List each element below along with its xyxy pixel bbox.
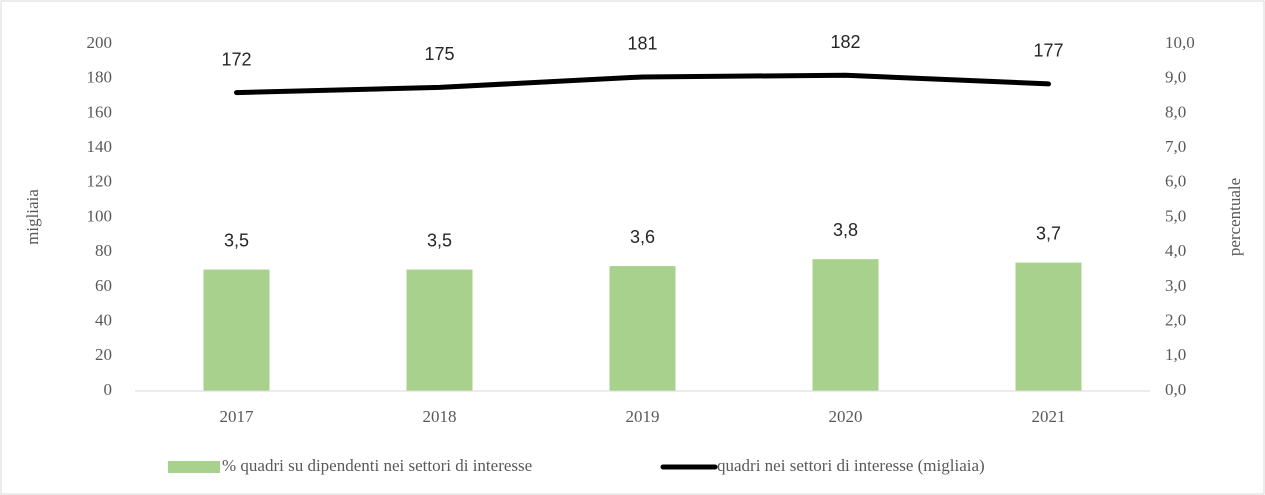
data-label: 172 (221, 49, 251, 69)
bar (406, 269, 473, 391)
y-tick-label: 140 (87, 137, 113, 156)
bar (812, 259, 879, 391)
y-tick-label: 80 (95, 241, 112, 260)
y2-tick-label: 7,0 (1165, 137, 1186, 156)
data-label: 182 (830, 32, 860, 52)
y2-tick-label: 9,0 (1165, 68, 1186, 87)
y-tick-label: 60 (95, 276, 112, 295)
y-tick-label: 20 (95, 345, 112, 364)
y-tick-label: 100 (87, 206, 113, 225)
y2-tick-label: 0,0 (1165, 380, 1186, 399)
data-label: 175 (424, 44, 454, 64)
x-tick-label: 2018 (423, 407, 457, 426)
data-label: 3,7 (1036, 223, 1061, 243)
data-label: 177 (1033, 41, 1063, 61)
data-label: 181 (627, 34, 657, 54)
y-tick-label: 120 (87, 172, 113, 191)
data-label: 3,5 (224, 230, 249, 250)
y2-tick-label: 1,0 (1165, 345, 1186, 364)
y2-tick-label: 3,0 (1165, 276, 1186, 295)
y2-tick-label: 5,0 (1165, 206, 1186, 225)
bar (609, 266, 676, 391)
y-tick-label: 160 (87, 102, 113, 121)
y2-axis-label: percentuale (1225, 178, 1244, 256)
y2-tick-label: 6,0 (1165, 172, 1186, 191)
legend-label: quadri nei settori di interesse (migliai… (717, 456, 985, 475)
y2-tick-label: 2,0 (1165, 311, 1186, 330)
bar (203, 269, 270, 391)
data-label: 3,5 (427, 230, 452, 250)
y2-tick-label: 8,0 (1165, 102, 1186, 121)
y-tick-label: 180 (87, 68, 113, 87)
y-axis-label: migliaia (23, 189, 42, 245)
x-tick-label: 2020 (829, 407, 863, 426)
y-tick-label: 0 (104, 380, 113, 399)
x-tick-label: 2019 (626, 407, 660, 426)
x-tick-label: 2021 (1032, 407, 1066, 426)
data-label: 3,6 (630, 227, 655, 247)
y-tick-label: 40 (95, 311, 112, 330)
x-tick-label: 2017 (220, 407, 255, 426)
legend-swatch (168, 461, 220, 473)
bar (1015, 262, 1082, 391)
line (234, 72, 1051, 96)
y-tick-label: 200 (87, 33, 113, 52)
y2-tick-label: 4,0 (1165, 241, 1186, 260)
y2-tick-label: 10,0 (1165, 33, 1195, 52)
data-label: 3,8 (833, 220, 858, 240)
legend-label: % quadri su dipendenti nei settori di in… (222, 456, 532, 475)
